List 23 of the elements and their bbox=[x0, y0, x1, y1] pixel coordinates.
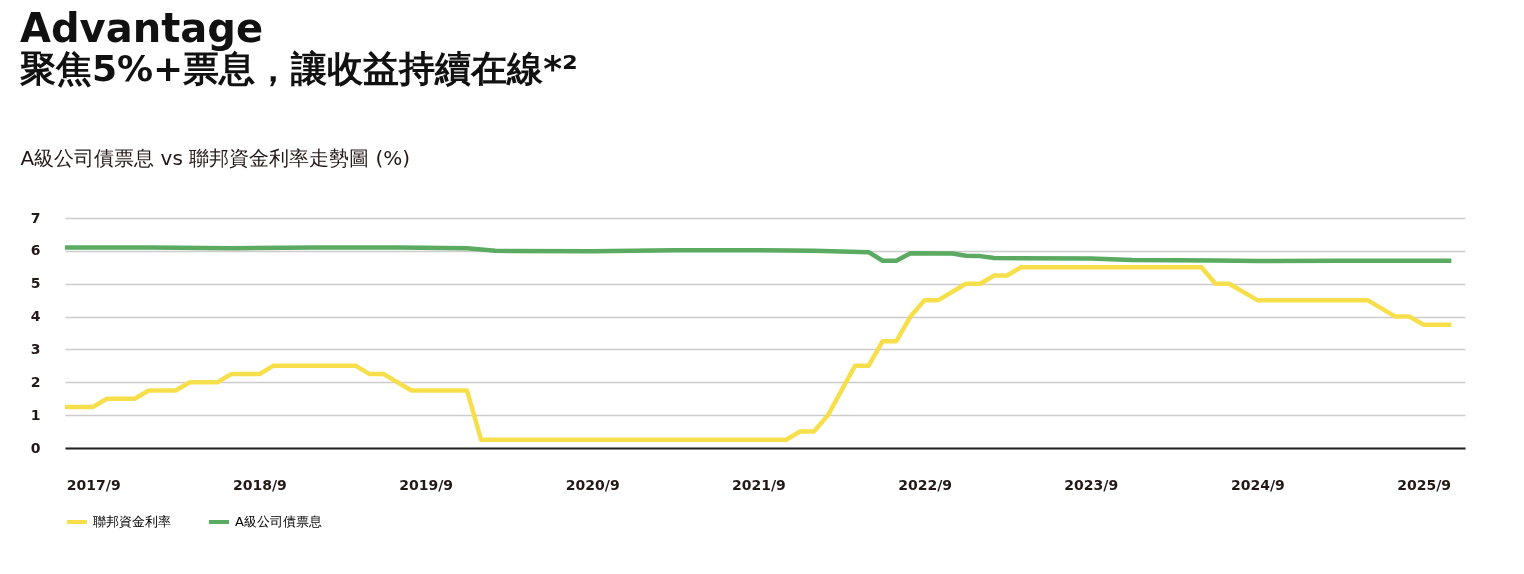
x-tick-label: 2021/9 bbox=[731, 476, 786, 493]
y-tick-label: 6 bbox=[30, 242, 41, 259]
y-tick-label: 4 bbox=[30, 308, 41, 325]
x-tick-label: 2017/9 bbox=[66, 476, 121, 493]
x-tick-label: 2025/9 bbox=[1397, 476, 1451, 493]
line-series bbox=[62, 245, 1454, 264]
x-tick-label: 2020/9 bbox=[565, 476, 620, 493]
y-tick-label: 1 bbox=[30, 406, 41, 423]
x-tick-label: 2024/9 bbox=[1230, 476, 1285, 493]
y-tick-label: 3 bbox=[30, 340, 41, 357]
line-series bbox=[62, 265, 1454, 443]
x-tick-label: 2022/9 bbox=[898, 476, 952, 493]
legend-label: 聯邦資金利率 bbox=[93, 514, 171, 529]
y-tick-label: 7 bbox=[30, 209, 41, 226]
x-tick-label: 2019/9 bbox=[399, 476, 453, 493]
y-tick-label: 5 bbox=[30, 275, 41, 292]
x-tick-label: 2023/9 bbox=[1064, 476, 1119, 493]
y-tick-label: 0 bbox=[30, 439, 41, 456]
y-tick-label: 2 bbox=[30, 373, 41, 390]
x-tick-label: 2018/9 bbox=[232, 476, 287, 493]
legend-label: A級公司債票息 bbox=[235, 514, 322, 529]
y-axis-title: A級公司債票息 vs 聯邦資金利率走勢圖 (%) bbox=[20, 145, 411, 170]
chart-title: Advantage bbox=[20, 5, 264, 51]
